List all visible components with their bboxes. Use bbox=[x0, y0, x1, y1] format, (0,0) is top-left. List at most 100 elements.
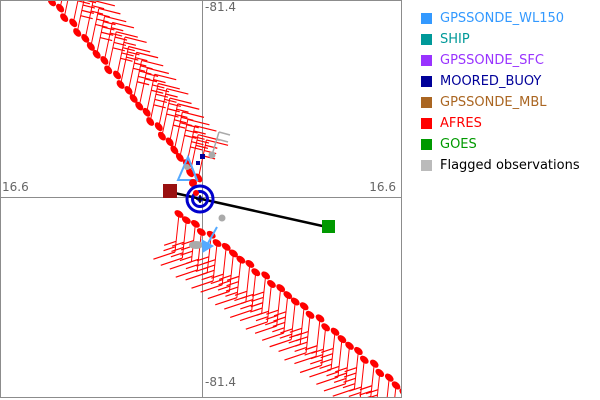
afres-observation-dot[interactable] bbox=[314, 313, 326, 324]
afres-observation-dot[interactable] bbox=[174, 152, 185, 164]
afres-observation-dot[interactable] bbox=[353, 345, 365, 356]
afres-observation-dot[interactable] bbox=[383, 372, 395, 383]
gpssonde-wl150-triangle[interactable] bbox=[176, 154, 199, 181]
afres-observation-dot[interactable] bbox=[68, 17, 79, 29]
flagged-gray-ellipse[interactable] bbox=[189, 241, 203, 249]
afres-observation-dot[interactable] bbox=[173, 209, 185, 220]
legend-item-label: SHIP bbox=[440, 32, 470, 47]
afres-observation-dot[interactable] bbox=[145, 116, 156, 128]
afres-observation-dot[interactable] bbox=[195, 226, 207, 237]
afres-observation-dot[interactable] bbox=[85, 41, 96, 53]
afres-observation-dot[interactable] bbox=[91, 48, 102, 60]
legend-swatch-icon bbox=[421, 34, 432, 45]
afres-observation-dot[interactable] bbox=[304, 309, 316, 320]
legend-swatch-icon bbox=[421, 97, 432, 108]
tick-label-longitude-bottom: -81.4 bbox=[205, 375, 237, 389]
legend-swatch-icon bbox=[421, 118, 432, 129]
afres-observation-dot[interactable] bbox=[46, 0, 57, 8]
afres-observation-dot[interactable] bbox=[336, 333, 348, 344]
flagged-gray-barb[interactable] bbox=[211, 131, 231, 156]
afres-observation-dot[interactable] bbox=[390, 380, 402, 391]
legend-item-label: GOES bbox=[440, 137, 477, 152]
tick-label-latitude-left: 16.6 bbox=[2, 180, 29, 194]
moored-buoy-square[interactable] bbox=[196, 161, 200, 165]
goes-square[interactable] bbox=[322, 220, 335, 233]
afres-observation-dot[interactable] bbox=[185, 167, 196, 179]
flagged-gray-dot[interactable] bbox=[208, 151, 216, 159]
afres-observation-dot[interactable] bbox=[54, 2, 65, 14]
legend-swatch-icon bbox=[421, 76, 432, 87]
observations-layer bbox=[40, 0, 409, 400]
gpssonde-wl150-mini-triangle[interactable] bbox=[201, 239, 215, 253]
gpssonde-wl150-staff[interactable] bbox=[206, 226, 218, 246]
afres-barb-track-upper[interactable] bbox=[40, 0, 229, 184]
moored-buoy-square[interactable] bbox=[200, 154, 205, 159]
flagged-gray-dot[interactable] bbox=[218, 214, 226, 222]
afres-observation-dot[interactable] bbox=[189, 218, 201, 229]
legend-item: Flagged observations bbox=[421, 155, 580, 176]
legend-swatch-icon bbox=[421, 55, 432, 66]
afres-observation-dot[interactable] bbox=[103, 64, 114, 76]
afres-observation-dot[interactable] bbox=[164, 136, 175, 148]
afres-observation-dot[interactable] bbox=[123, 84, 134, 96]
afres-observation-dot[interactable] bbox=[156, 130, 167, 142]
afres-observation-dot[interactable] bbox=[374, 367, 386, 378]
legend-item: GOES bbox=[421, 134, 580, 155]
afres-observation-dot[interactable] bbox=[111, 69, 122, 81]
legend: GPSSONDE_WL150 SHIP GPSSONDE_SFC MOORED_BUO… bbox=[421, 8, 580, 176]
legend-item: GPSSONDE_WL150 bbox=[421, 8, 580, 29]
afres-dot[interactable] bbox=[189, 179, 197, 187]
afres-observation-dot[interactable] bbox=[320, 322, 332, 333]
vector-line[interactable] bbox=[169, 190, 328, 229]
afres-observation-dot[interactable] bbox=[169, 144, 180, 156]
afres-observation-dot[interactable] bbox=[244, 258, 256, 269]
tick-label-latitude-right: 16.6 bbox=[369, 180, 396, 194]
afres-observation-dot[interactable] bbox=[344, 340, 356, 351]
afres-observation-dot[interactable] bbox=[99, 55, 110, 67]
legend-item-label: AFRES bbox=[440, 116, 482, 131]
storm-center-fix[interactable] bbox=[185, 184, 215, 214]
plot-border bbox=[0, 0, 402, 398]
afres-observation-dot[interactable] bbox=[250, 267, 262, 278]
afres-observation-dot[interactable] bbox=[260, 270, 272, 281]
afres-observation-dot[interactable] bbox=[58, 12, 69, 24]
afres-observation-dot[interactable] bbox=[128, 93, 139, 105]
legend-item-label: GPSSONDE_MBL bbox=[440, 95, 547, 110]
afres-barb-track-lower[interactable] bbox=[153, 209, 409, 400]
afres-observation-dot[interactable] bbox=[153, 121, 164, 133]
afres-dot[interactable] bbox=[193, 190, 199, 196]
legend-item-label: MOORED_BUOY bbox=[440, 74, 542, 89]
legend-item: GPSSONDE_MBL bbox=[421, 92, 580, 113]
legend-swatch-icon bbox=[421, 160, 432, 171]
afres-observation-dot[interactable] bbox=[211, 237, 223, 248]
afres-observation-dot[interactable] bbox=[72, 27, 83, 39]
dark-red-square[interactable] bbox=[163, 184, 177, 198]
legend-item-label: GPSSONDE_WL150 bbox=[440, 11, 565, 26]
afres-observation-dot[interactable] bbox=[358, 354, 370, 365]
afres-observation-dot[interactable] bbox=[275, 283, 287, 294]
legend-item: MOORED_BUOY bbox=[421, 71, 580, 92]
afres-observation-dot[interactable] bbox=[235, 254, 247, 265]
afres-observation-dot[interactable] bbox=[115, 79, 126, 91]
afres-observation-dot[interactable] bbox=[220, 241, 232, 252]
afres-observation-dot[interactable] bbox=[289, 296, 301, 307]
legend-item: AFRES bbox=[421, 113, 580, 134]
legend-item: GPSSONDE_SFC bbox=[421, 50, 580, 71]
afres-observation-dot[interactable] bbox=[180, 215, 192, 226]
afres-observation-dot[interactable] bbox=[282, 289, 294, 300]
afres-observation-dot[interactable] bbox=[228, 248, 240, 259]
afres-observation-dot[interactable] bbox=[298, 301, 310, 312]
tick-label-longitude-top: -81.4 bbox=[205, 0, 237, 14]
afres-observation-dot[interactable] bbox=[141, 106, 152, 118]
legend-item-label: Flagged observations bbox=[440, 158, 580, 173]
afres-observation-dot[interactable] bbox=[329, 326, 341, 337]
afres-observation-dot[interactable] bbox=[80, 33, 91, 45]
legend-swatch-icon bbox=[421, 13, 432, 24]
afres-observation-dot[interactable] bbox=[266, 278, 278, 289]
afres-observation-dot[interactable] bbox=[368, 358, 380, 369]
flagged-gray-dot[interactable] bbox=[184, 164, 190, 170]
afres-observation-dot[interactable] bbox=[134, 100, 145, 112]
legend-item-label: GPSSONDE_SFC bbox=[440, 53, 544, 68]
